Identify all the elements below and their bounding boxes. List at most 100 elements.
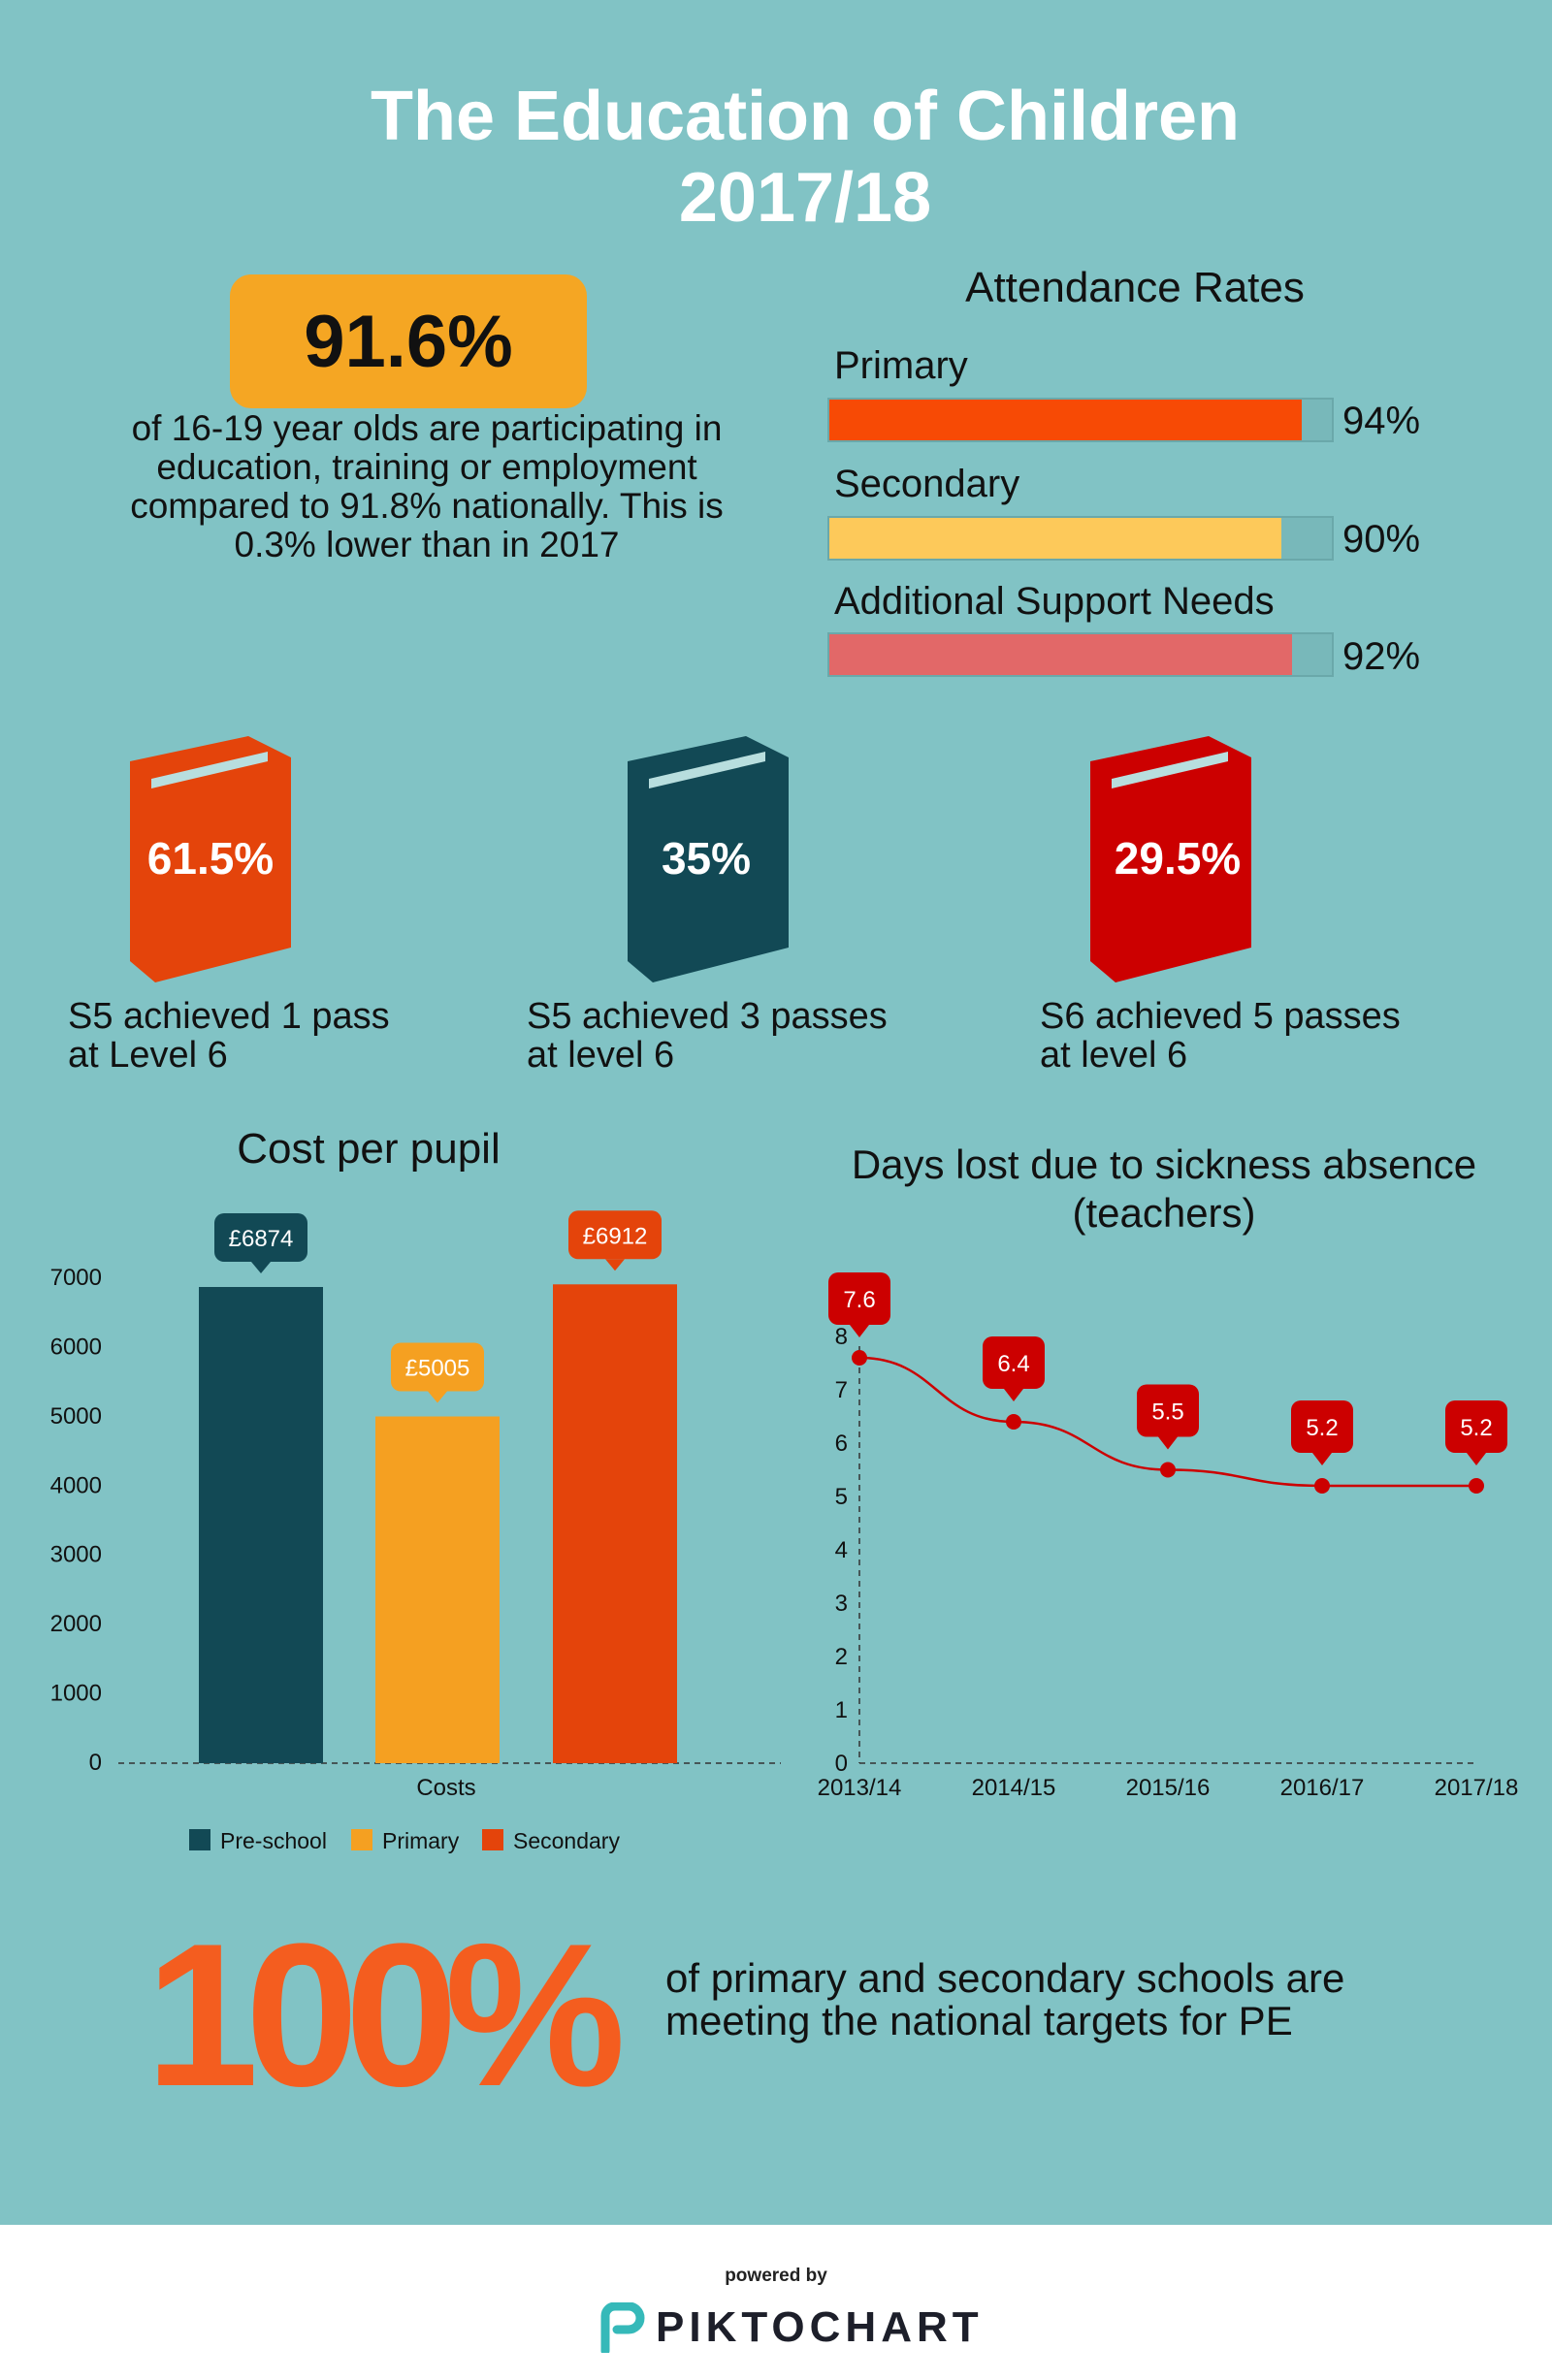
sick-data-label-pointer [850,1325,869,1337]
book-caption-3-line-2: at level 6 [1040,1035,1188,1076]
cost-data-label-pointer [428,1391,447,1403]
cost-data-label-pointer [251,1262,271,1273]
sick-y-tick: 3 [835,1591,848,1617]
book-value-3: 29.5% [1114,833,1242,884]
cost-category-label: Costs [416,1775,475,1801]
sickness-chart-title: Days lost due to sickness absence (teach… [795,1141,1533,1238]
sickness-title-line-1: Days lost due to sickness absence [851,1142,1477,1187]
attendance-bar-primary [829,400,1302,440]
sick-data-label: 6.4 [997,1351,1029,1377]
sick-point [1160,1462,1176,1478]
cost-per-pupil-chart: 0 1000 2000 3000 4000 5000 6000 7000 £6874 £5005 £… [50,1210,781,1853]
attendance-label-primary: Primary [834,344,968,387]
sick-data-label-pointer [1467,1453,1486,1465]
sick-data-label-bg [1291,1400,1353,1453]
powered-by-text: powered by [725,2266,827,2286]
sick-data-label: 7.6 [843,1287,875,1313]
book-icon [130,736,291,982]
cost-y-tick: 6000 [50,1334,102,1360]
attendance-track-primary [827,398,1334,442]
sick-data-label: 5.5 [1151,1399,1183,1426]
sick-point [852,1350,867,1366]
sickness-absence-chart: 0 1 2 3 4 5 6 7 8 2013/14 2014/15 2015/16 2016/17 201… [818,1272,1519,1801]
sick-x-tick: 2017/18 [1435,1775,1519,1801]
cost-y-tick: 3000 [50,1542,102,1568]
cost-y-tick: 7000 [50,1265,102,1291]
cost-legend-label: Secondary [513,1828,620,1853]
book-value-2: 35% [661,833,752,884]
attendance-title: Attendance Rates [965,264,1305,311]
attendance-bar-secondary [829,518,1282,559]
pe-text: of primary and secondary schools are mee… [665,1957,1538,2042]
sick-data-label-bg [983,1336,1045,1389]
cost-legend-label: Pre-school [220,1828,327,1853]
sick-y-tick: 1 [835,1697,848,1723]
book-icon [628,736,789,982]
book-caption-2-line-2: at level 6 [527,1035,675,1076]
sick-point [1469,1478,1484,1494]
sick-data-label-bg [1445,1400,1507,1453]
book-value-1: 61.5% [146,833,275,884]
attendance-value-secondary: 90% [1342,518,1421,561]
book-caption-1: S5 achieved 1 pass at Level 6 [68,997,390,1075]
book-caption-1-line-2: at Level 6 [68,1035,228,1076]
cost-data-label-bg [391,1342,484,1392]
sick-y-tick: 5 [835,1484,848,1510]
title-line-1: The Education of Children [371,78,1240,155]
sick-point [1314,1478,1330,1494]
book-icon [1090,736,1251,982]
pe-text-line-1: of primary and secondary schools are [665,1955,1345,2001]
sick-data-label-pointer [1158,1436,1178,1450]
sickness-title-line-2: (teachers) [1072,1190,1256,1236]
attendance-bar-asn [829,634,1292,675]
piktochart-logo-icon [600,2302,645,2353]
sick-point [1006,1414,1021,1430]
cost-data-label: £6874 [229,1226,294,1252]
cost-data-label-bg [214,1213,307,1262]
sick-y-tick: 0 [835,1751,848,1777]
participation-text: of 16-19 year olds are participating in … [130,408,724,564]
participation-badge: 91.6% [230,274,587,408]
page-title: The Education of Children 2017/18 [0,76,1552,239]
book-caption-3: S6 achieved 5 passes at level 6 [1040,997,1401,1075]
book-caption-2-line-1: S5 achieved 3 passes [527,996,888,1037]
pe-percentage: 100% [146,1901,626,2129]
attendance-label-asn: Additional Support Needs [834,580,1275,623]
sick-x-tick: 2013/14 [818,1775,902,1801]
cost-bar [199,1287,323,1763]
sick-data-label-pointer [1312,1453,1332,1465]
cost-legend-swatch [482,1829,503,1850]
cost-y-tick: 4000 [50,1472,102,1498]
cost-y-tick: 1000 [50,1681,102,1707]
sick-x-tick: 2014/15 [972,1775,1056,1801]
sick-data-label-bg [1137,1384,1199,1437]
sick-y-tick: 4 [835,1537,848,1563]
pe-text-line-2: meeting the national targets for PE [665,1998,1293,2043]
sick-y-tick: 6 [835,1431,848,1457]
cost-data-label: £5005 [405,1356,470,1382]
attendance-track-secondary [827,516,1334,561]
cost-bar [553,1284,677,1763]
book-caption-2: S5 achieved 3 passes at level 6 [527,997,888,1075]
sick-data-label-bg [828,1272,890,1325]
attendance-value-asn: 92% [1342,635,1421,678]
cost-data-label-pointer [605,1259,625,1271]
sick-y-tick: 7 [835,1377,848,1403]
cost-legend-swatch [351,1829,372,1850]
book-caption-1-line-1: S5 achieved 1 pass [68,996,390,1037]
sick-data-label: 5.2 [1460,1415,1492,1441]
cost-y-tick: 2000 [50,1611,102,1637]
cost-chart-title: Cost per pupil [237,1125,501,1173]
cost-data-label-bg [568,1210,662,1260]
attendance-track-asn [827,632,1334,677]
cost-data-label: £6912 [583,1223,648,1249]
sick-data-label: 5.2 [1306,1415,1338,1441]
sick-y-tick: 2 [835,1644,848,1670]
sick-data-label-pointer [1004,1389,1023,1401]
piktochart-brand: PIKTOCHART [656,2303,984,2351]
footer: powered by PIKTOCHART [0,2225,1552,2380]
cost-y-tick: 5000 [50,1403,102,1430]
cost-y-tick: 0 [89,1750,102,1776]
sick-y-tick: 8 [835,1324,848,1350]
book-caption-3-line-1: S6 achieved 5 passes [1040,996,1401,1037]
